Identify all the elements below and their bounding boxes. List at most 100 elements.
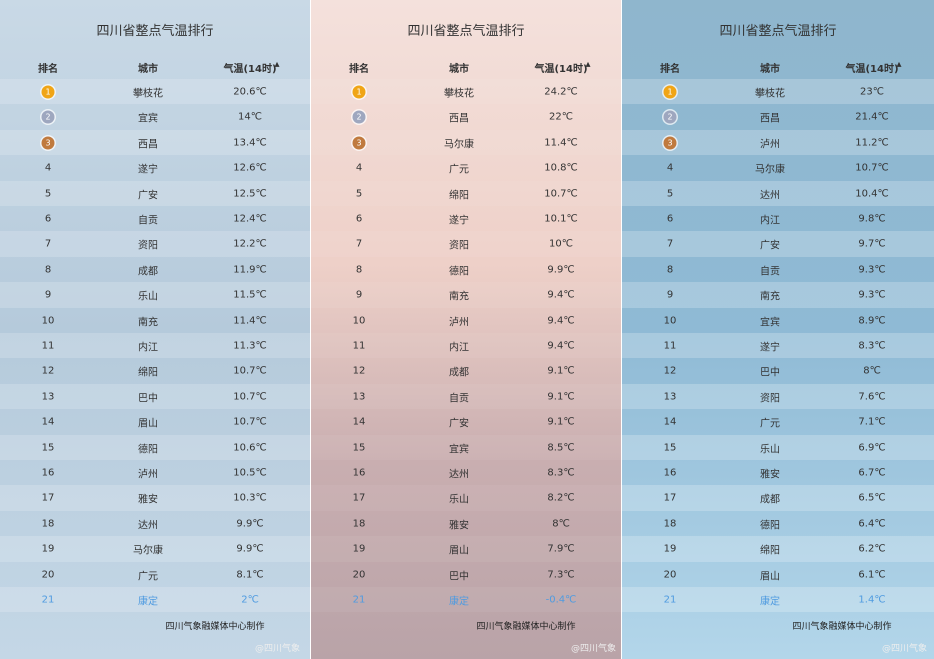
table-row: 18 雅安 8℃ <box>311 511 621 536</box>
city: 遂宁 <box>138 164 158 176</box>
city: 德阳 <box>760 520 780 532</box>
table-row: 1 攀枝花 20.6℃ <box>0 79 310 105</box>
rank: 6 <box>666 213 674 225</box>
temperature: 9.1℃ <box>547 391 575 403</box>
table-row: 15 宜宾 8.5℃ <box>311 434 621 460</box>
city: 自贡 <box>760 266 780 278</box>
city: 宜宾 <box>138 113 158 125</box>
temperature: 11.4℃ <box>233 315 267 327</box>
panel-title: 四川省整点气温排行 <box>96 24 214 39</box>
column-header: 排名 <box>38 64 58 75</box>
rank: 14 <box>663 416 677 428</box>
rank: 19 <box>352 543 366 555</box>
rank: 20 <box>663 569 677 581</box>
rank: 9 <box>355 289 363 301</box>
city: 自贡 <box>449 393 469 405</box>
table-row: 21 康定 1.4℃ <box>622 587 934 613</box>
rank: 18 <box>352 518 366 530</box>
table-row: 16 雅安 6.7℃ <box>622 460 934 485</box>
table-row: 14 眉山 10.7℃ <box>0 409 310 434</box>
temperature: 14℃ <box>238 111 262 123</box>
rank: 4 <box>44 162 52 174</box>
rank: 14 <box>352 416 366 428</box>
footer-credit: 四川气象融媒体中心制作 <box>165 622 265 632</box>
rank: 4 <box>355 162 363 174</box>
temperature: 8℃ <box>552 518 570 530</box>
rank-medal: 1 <box>41 85 55 99</box>
panel-title: 四川省整点气温排行 <box>719 24 837 39</box>
table-row: 20 巴中 7.3℃ <box>311 562 621 587</box>
temperature: 8.9℃ <box>858 315 886 327</box>
table-row: 19 眉山 7.9℃ <box>311 536 621 562</box>
table-row: 4 广元 10.8℃ <box>311 155 621 180</box>
city: 资阳 <box>449 240 469 252</box>
temperature: 9.9℃ <box>236 518 264 530</box>
temperature: 10.8℃ <box>544 162 578 174</box>
table-row: 11 遂宁 8.3℃ <box>622 333 934 359</box>
rank: 10 <box>352 315 366 327</box>
rank: 10 <box>663 315 677 327</box>
temperature: 10.4℃ <box>855 188 889 200</box>
table-row: 1 攀枝花 24.2℃ <box>311 79 621 105</box>
rank: 21 <box>663 594 677 606</box>
rank: 7 <box>44 238 52 250</box>
temperature: 12.2℃ <box>233 238 267 250</box>
rank: 4 <box>666 162 674 174</box>
temperature: 9.4℃ <box>547 315 575 327</box>
table-row: 13 资阳 7.6℃ <box>622 383 934 410</box>
rank: 5 <box>355 188 363 200</box>
table-row: 6 遂宁 10.1℃ <box>311 206 621 231</box>
temperature: 2℃ <box>241 594 259 606</box>
table-row: 7 资阳 12.2℃ <box>0 231 310 257</box>
city: 绵阳 <box>760 545 780 557</box>
table-row: 16 达州 8.3℃ <box>311 460 621 485</box>
table-row: 20 广元 8.1℃ <box>0 562 310 587</box>
temperature: 22℃ <box>549 111 573 123</box>
table-row: 3 泸州 11.2℃ <box>622 129 934 156</box>
table-row: 11 内江 9.4℃ <box>311 333 621 359</box>
city: 南充 <box>760 291 780 303</box>
temperature: 9.8℃ <box>858 213 886 225</box>
city: 泸州 <box>760 139 780 151</box>
rank: 17 <box>352 492 366 504</box>
rank: 17 <box>663 492 677 504</box>
rank-medal: 2 <box>41 110 55 124</box>
temperature: 21.4℃ <box>855 111 889 123</box>
rank: 8 <box>355 264 363 276</box>
column-header: 气温(14时) <box>223 64 277 75</box>
city: 资阳 <box>760 393 780 405</box>
rank: 6 <box>44 213 52 225</box>
table-row: 3 马尔康 11.4℃ <box>311 129 621 156</box>
city: 乐山 <box>760 444 780 456</box>
temperature: 9.3℃ <box>858 264 886 276</box>
temperature: 24.2℃ <box>544 86 578 98</box>
table-row: 9 南充 9.4℃ <box>311 282 621 308</box>
city: 眉山 <box>138 418 158 430</box>
column-header: 排名 <box>660 64 680 75</box>
rank-medal: 2 <box>352 110 366 124</box>
city: 成都 <box>449 367 469 379</box>
temperature: 9.4℃ <box>547 340 575 352</box>
city: 德阳 <box>449 266 469 278</box>
temperature: 12.6℃ <box>233 162 267 174</box>
city: 泸州 <box>449 317 469 329</box>
temperature: 7.3℃ <box>547 569 575 581</box>
rank: 18 <box>41 518 55 530</box>
table-row: 4 遂宁 12.6℃ <box>0 155 310 180</box>
rank: 21 <box>41 594 55 606</box>
city: 攀枝花 <box>133 88 163 100</box>
temperature: 11.9℃ <box>233 264 267 276</box>
table-row: 21 康定 -0.4℃ <box>311 587 621 613</box>
rank: 6 <box>355 213 363 225</box>
city: 达州 <box>449 469 469 481</box>
city: 宜宾 <box>449 444 469 456</box>
city: 眉山 <box>760 571 780 583</box>
temperature: 11.3℃ <box>233 340 267 352</box>
city: 康定 <box>449 596 469 608</box>
city: 南充 <box>138 317 158 329</box>
city: 巴中 <box>760 367 780 379</box>
city: 乐山 <box>449 494 469 506</box>
city: 广安 <box>138 190 158 202</box>
rank: 5 <box>666 188 674 200</box>
city: 西昌 <box>449 113 469 125</box>
